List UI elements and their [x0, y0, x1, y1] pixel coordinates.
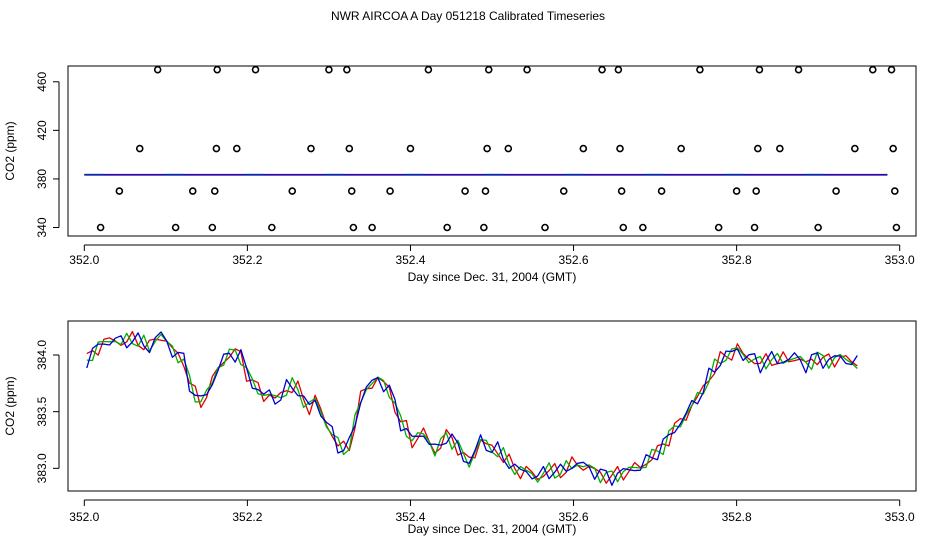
x-tick-label: 352.8 [722, 510, 752, 524]
data-point [212, 144, 221, 153]
data-point [115, 187, 124, 195]
data-point [171, 223, 180, 232]
data-point [135, 144, 144, 153]
data-point [481, 187, 490, 195]
y-tick-label: 383.5 [35, 396, 49, 426]
data-point [386, 187, 394, 195]
series-line-green [86, 332, 858, 484]
plot-frame [67, 65, 917, 237]
data-point [776, 144, 784, 153]
data-point [732, 187, 741, 195]
data-point [616, 144, 624, 153]
data-point [657, 187, 666, 195]
data-point [889, 144, 897, 153]
data-point [483, 144, 491, 153]
data-point [619, 223, 628, 232]
data-point [868, 65, 877, 74]
data-point [349, 223, 358, 232]
data-point [752, 187, 760, 195]
x-tick-label: 352.8 [722, 253, 752, 267]
data-point [484, 65, 493, 74]
data-point [424, 65, 433, 74]
data-point [443, 223, 451, 232]
data-point [325, 65, 333, 74]
data-point [523, 65, 531, 74]
data-point [96, 223, 105, 232]
plot-frame [67, 320, 917, 492]
x-tick-label: 352.0 [69, 253, 99, 267]
data-point [639, 223, 647, 232]
data-point [188, 187, 197, 195]
data-point [368, 223, 376, 232]
x-tick-label: 353.0 [885, 253, 915, 267]
data-point [755, 65, 764, 74]
x-tick-label: 353.0 [885, 510, 915, 524]
data-point [677, 144, 685, 153]
series-line-blue [86, 331, 858, 486]
line-chart-panel: 352.0 352.2 352.4 352.6 352.8 353.0 383.0 383.5… [3, 320, 917, 536]
y-tick-label: 340 [35, 217, 49, 237]
data-point [210, 187, 219, 195]
data-point [541, 223, 549, 232]
page-title: NWR AIRCOA A Day 051218 Calibrated Times… [330, 9, 606, 23]
y-tick-label: 460 [35, 71, 49, 91]
data-point [750, 223, 759, 232]
y-tick-label: 384.0 [35, 340, 49, 370]
data-point [480, 223, 488, 232]
x-axis-label: Day since Dec. 31, 2004 (GMT) [408, 270, 577, 284]
data-point [213, 65, 222, 74]
data-point [406, 144, 415, 153]
data-point [559, 187, 568, 195]
data-point [347, 187, 356, 195]
data-point [851, 144, 859, 153]
data-point [461, 187, 469, 195]
x-tick-label: 352.4 [395, 253, 425, 267]
data-point [208, 223, 217, 232]
x-tick-label: 352.2 [232, 253, 262, 267]
x-tick-label: 352.2 [232, 510, 262, 524]
data-point [504, 144, 513, 153]
scatter-chart-panel: 352.0 352.2 352.4 352.6 352.8 353.0 340 380 420 4… [3, 65, 917, 284]
data-point [579, 144, 588, 153]
data-point [343, 65, 351, 74]
data-point [268, 223, 276, 232]
data-point [714, 223, 723, 232]
data-point [153, 65, 162, 74]
x-tick-label: 352.0 [69, 510, 99, 524]
y-axis-label: CO2 (ppm) [3, 121, 17, 180]
data-point [887, 65, 896, 74]
data-point [794, 65, 803, 74]
data-point [232, 144, 241, 153]
data-point [614, 65, 623, 74]
x-tick-label: 352.4 [395, 510, 425, 524]
data-point [598, 65, 606, 74]
data-point [892, 223, 901, 232]
data-point [617, 187, 626, 195]
data-point [814, 223, 822, 232]
data-point [288, 187, 297, 195]
y-axis-label: CO2 (ppm) [3, 376, 17, 435]
data-point [754, 144, 762, 153]
x-tick-label: 352.6 [559, 253, 589, 267]
data-point [345, 144, 354, 153]
data-point [307, 144, 315, 153]
data-point [890, 187, 899, 195]
y-tick-label: 420 [35, 120, 49, 140]
data-point [832, 187, 840, 195]
x-tick-label: 352.6 [559, 510, 589, 524]
data-point [696, 65, 704, 74]
y-tick-label: 383.0 [35, 453, 49, 483]
data-point [251, 65, 260, 74]
x-axis-label: Day since Dec. 31, 2004 (GMT) [408, 522, 577, 536]
y-tick-label: 380 [35, 169, 49, 189]
